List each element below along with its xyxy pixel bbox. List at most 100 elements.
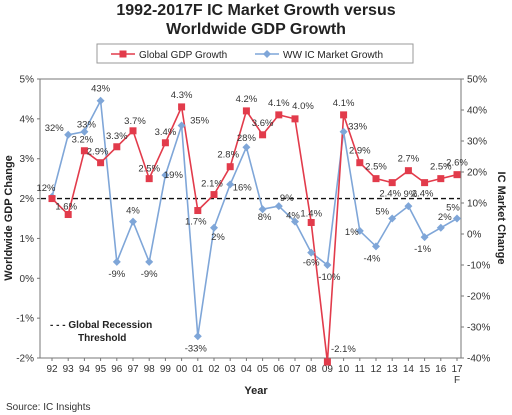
- gdp-data-label: 4.3%: [171, 90, 193, 101]
- gdp-point: [161, 139, 169, 147]
- x-tick-label: 04: [241, 364, 253, 375]
- gdp-point: [178, 103, 186, 111]
- gdp-data-label: 2.9%: [87, 147, 109, 158]
- ic-data-label: 4%: [286, 211, 300, 222]
- x-tick-label: 06: [273, 364, 285, 375]
- ic-point: [274, 202, 283, 211]
- gdp-data-label: 3.4%: [155, 127, 177, 138]
- x-tick-label: 07: [289, 364, 301, 375]
- gdp-data-label: 2.7%: [398, 154, 420, 165]
- gdp-data-label: 1.7%: [185, 217, 207, 228]
- left-tick-label: 1%: [20, 234, 35, 245]
- ic-point: [145, 257, 154, 266]
- right-tick-label: 40%: [467, 106, 487, 117]
- gdp-data-label: 2.5%: [138, 164, 160, 175]
- gdp-point: [129, 127, 137, 135]
- x-tick-label: 93: [63, 364, 75, 375]
- ic-data-label: 33%: [348, 122, 368, 133]
- annotation-line2: Threshold: [78, 333, 126, 344]
- gdp-point: [48, 195, 56, 203]
- gdp-data-label: -2.1%: [331, 344, 356, 355]
- x-tick-label: 99: [160, 364, 172, 375]
- x-tick-label: 10: [338, 364, 350, 375]
- ic-point: [242, 143, 251, 152]
- gdp-point: [437, 175, 445, 183]
- gdp-data-label: 2.4%: [379, 189, 401, 200]
- gdp-point: [356, 159, 364, 167]
- y-axis-right-label: IC Market Change: [495, 172, 507, 265]
- gdp-point: [145, 175, 153, 183]
- gdp-point: [291, 115, 299, 123]
- x-tick-label: 14: [403, 364, 415, 375]
- source-note: Source: IC Insights: [6, 402, 90, 413]
- x-tick-label: 08: [306, 364, 318, 375]
- gdp-point: [97, 159, 105, 167]
- ic-point: [436, 223, 445, 232]
- x-tick-label: 17: [451, 364, 463, 375]
- gdp-point: [64, 211, 72, 219]
- x-tick-label: 96: [111, 364, 123, 375]
- gdp-point: [372, 175, 380, 183]
- gdp-point: [404, 167, 412, 175]
- x-tick-label: 16: [435, 364, 447, 375]
- left-tick-label: -2%: [16, 354, 34, 365]
- ic-point: [129, 217, 137, 226]
- ic-data-label: -1%: [414, 244, 431, 255]
- gdp-data-label: 2.5%: [365, 162, 387, 173]
- legend-ic-marker: [263, 50, 271, 58]
- ic-data-label: 4%: [126, 206, 140, 217]
- ic-data-label: 16%: [233, 182, 253, 193]
- gdp-data-label: 3.2%: [72, 135, 94, 146]
- x-tick-label: 02: [208, 364, 220, 375]
- gdp-data-label: 3.6%: [252, 118, 274, 129]
- ic-data-label: 35%: [190, 116, 210, 127]
- gdp-data-label: 2.9%: [349, 146, 371, 157]
- ic-point: [404, 202, 413, 211]
- ic-point: [339, 127, 348, 136]
- gdp-data-label: 4.1%: [268, 98, 290, 109]
- gdp-data-label: 2.1%: [201, 179, 223, 190]
- ic-data-label: 19%: [164, 170, 184, 181]
- gdp-point: [80, 147, 88, 155]
- gdp-point: [113, 143, 121, 151]
- ic-point: [453, 214, 461, 223]
- chart-title-line2: Worldwide GDP Growth: [166, 21, 346, 38]
- ic-data-label: 32%: [45, 123, 65, 134]
- ic-point: [193, 332, 202, 341]
- ic-point: [210, 223, 218, 232]
- x-tick-label: 15: [419, 364, 431, 375]
- gdp-point: [307, 218, 315, 226]
- x-tick-label: 03: [225, 364, 237, 375]
- gdp-data-label: 4.1%: [333, 98, 355, 109]
- ic-point: [96, 96, 105, 105]
- ic-data-label: -6%: [303, 258, 320, 269]
- ic-data-label: 9%: [404, 189, 418, 200]
- right-tick-label: 10%: [467, 199, 487, 210]
- gdp-data-label: 3.3%: [106, 131, 128, 142]
- gdp-point: [421, 179, 429, 187]
- gdp-data-label: 1.4%: [300, 208, 322, 219]
- ic-data-label: -9%: [108, 269, 125, 280]
- left-tick-label: 0%: [20, 274, 35, 285]
- ic-point: [291, 217, 299, 226]
- left-tick-label: 2%: [20, 194, 35, 205]
- ic-point: [80, 127, 89, 136]
- gdp-data-label: 2.8%: [217, 150, 239, 161]
- ic-point: [161, 171, 170, 180]
- ic-data-label: 1%: [345, 227, 359, 238]
- gdp-data-label: 1.6%: [55, 202, 77, 213]
- ic-data-label: 9%: [280, 193, 294, 204]
- ic-point: [64, 130, 73, 139]
- left-tick-label: 4%: [20, 114, 35, 125]
- legend-gdp-label: Global GDP Growth: [139, 50, 227, 61]
- legend-gdp-marker: [119, 50, 127, 58]
- x-tick-label: 11: [355, 364, 366, 375]
- ic-point: [420, 233, 429, 242]
- ic-data-label: 5%: [446, 203, 460, 214]
- ic-point: [177, 121, 186, 130]
- x-tick-label: 97: [127, 364, 139, 375]
- left-tick-label: -1%: [16, 314, 34, 325]
- ic-data-label: 43%: [91, 84, 111, 95]
- ic-data-label: 12%: [36, 183, 56, 194]
